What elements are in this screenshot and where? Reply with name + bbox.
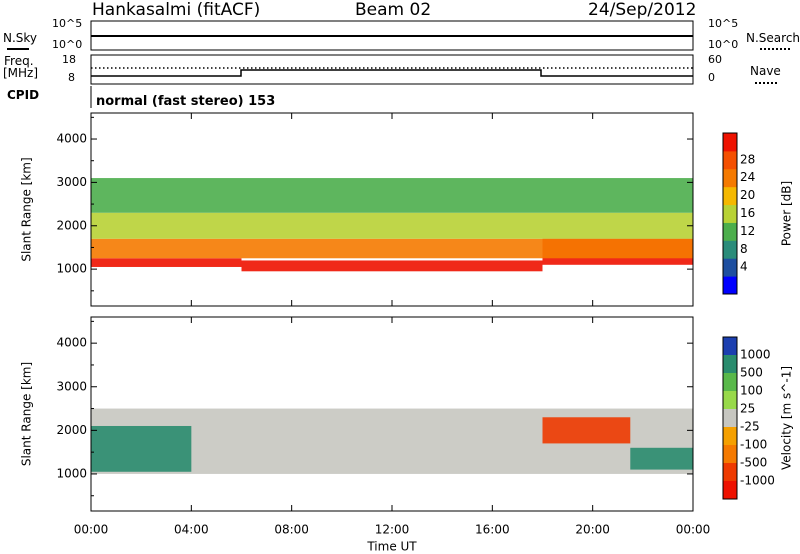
cpid-label: CPID [7, 88, 40, 102]
power-colorbar-label-0: 4 [740, 260, 748, 274]
power-ylabel: Slant Range [km] [20, 157, 34, 261]
power-colorbar-label-4: 20 [740, 188, 755, 202]
velocity-ylabel: Slant Range [km] [20, 362, 34, 466]
velocity-colorbar-seg-2 [723, 373, 737, 392]
nave-legend-line [755, 82, 777, 84]
freq-label: Freq. [4, 54, 34, 68]
power-colorbar-seg-1 [723, 258, 737, 277]
noise-left-label: N.Sky [3, 31, 38, 45]
power-colorbar-seg-5 [723, 186, 737, 206]
noise-right-legend-line [760, 48, 790, 50]
beam-title: Beam 02 [355, 0, 432, 20]
time-axis-label-1: 04:00 [174, 523, 209, 537]
velocity-colorbar-label-1: 500 [740, 366, 763, 380]
power-colorbar-seg-3 [723, 222, 737, 241]
noise-left-legend-line [7, 48, 29, 50]
nave-trace [91, 69, 693, 77]
power-colorbar-seg-7 [723, 150, 737, 170]
velocity-ytick-label-0: 1000 [56, 466, 87, 480]
velocity-colorbar-label-7: -1000 [740, 474, 775, 488]
freq-unit-label: [MHz] [3, 66, 39, 80]
noise-right-tick-low: 10^0 [708, 38, 739, 51]
velocity-band-1 [91, 425, 192, 472]
power-band-5 [91, 178, 693, 213]
velocity-colorbar-label-6: -500 [740, 456, 767, 470]
velocity-colorbar-seg-4 [723, 409, 737, 428]
time-axis-label-6: 00:00 [676, 523, 711, 537]
velocity-colorbar-seg-8 [723, 481, 737, 500]
velocity-colorbar-label-2: 100 [740, 384, 763, 398]
velocity-colorbar-seg-7 [723, 463, 737, 482]
power-colorbar-frame [722, 132, 738, 295]
nave-tick-high: 60 [708, 53, 722, 66]
power-ytick-label-2: 3000 [56, 175, 87, 189]
time-axis-label-2: 08:00 [274, 523, 309, 537]
power-colorbar-label-5: 24 [740, 170, 755, 184]
nave-label: Nave [750, 64, 781, 78]
noise-left-tick-high: 10^5 [52, 17, 83, 30]
time-axis-title: Time UT [366, 540, 417, 554]
velocity-colorbar-seg-0 [723, 337, 737, 356]
mode-text: normal (fast stereo) 153 [96, 94, 276, 109]
power-colorbar-seg-8 [723, 133, 737, 152]
velocity-colorbar-seg-3 [723, 391, 737, 410]
time-axis-label-4: 16:00 [475, 523, 510, 537]
velocity-colorbar-seg-5 [723, 427, 737, 446]
time-axis-label-3: 12:00 [375, 523, 410, 537]
power-ytick-label-3: 4000 [56, 132, 87, 146]
station-title: Hankasalmi (fitACF) [92, 0, 261, 20]
power-colorbar-seg-4 [723, 204, 737, 223]
velocity-colorbar-label-4: -25 [740, 420, 760, 434]
power-colorbar-seg-6 [723, 168, 737, 188]
noise-right-label: N.Search [746, 31, 800, 45]
velocity-colorbar-frame [722, 336, 738, 500]
power-colorbar-title: Power [dB] [780, 181, 794, 246]
velocity-colorbar-label-3: 25 [740, 402, 755, 416]
power-band-3 [91, 238, 693, 259]
power-band-4 [91, 212, 693, 239]
time-axis-label-5: 20:00 [575, 523, 610, 537]
freq-tick-high: 18 [62, 53, 76, 66]
time-axis-label-0: 00:00 [74, 523, 109, 537]
nave-tick-low: 0 [708, 71, 715, 84]
power-colorbar-label-2: 12 [740, 224, 755, 238]
power-colorbar-seg-2 [723, 240, 737, 259]
power-ytick-label-1: 2000 [56, 218, 87, 232]
power-colorbar-seg-0 [723, 276, 737, 295]
noise-right-tick-high: 10^5 [708, 17, 739, 30]
noise-left-tick-low: 10^0 [52, 38, 83, 51]
velocity-ytick-label-2: 3000 [56, 379, 87, 393]
velocity-band-2 [542, 417, 631, 444]
freq-tick-low: 8 [68, 71, 75, 84]
power-band-1 [241, 260, 543, 272]
velocity-ytick-label-3: 4000 [56, 336, 87, 350]
velocity-band-3 [630, 447, 693, 470]
power-colorbar-label-1: 8 [740, 242, 748, 256]
power-colorbar-label-6: 28 [740, 152, 755, 166]
velocity-colorbar-seg-1 [723, 355, 737, 374]
velocity-colorbar-label-5: -100 [740, 438, 767, 452]
date-title: 24/Sep/2012 [588, 0, 697, 20]
velocity-ytick-label-1: 2000 [56, 423, 87, 437]
velocity-colorbar-title: Velocity [m s^-1] [780, 366, 794, 470]
power-ytick-label-0: 1000 [56, 262, 87, 276]
freq-panel-frame [90, 54, 694, 85]
velocity-colorbar-seg-6 [723, 445, 737, 464]
velocity-colorbar-label-0: 1000 [740, 348, 771, 362]
power-colorbar-label-3: 16 [740, 206, 755, 220]
power-band-0 [91, 258, 242, 267]
